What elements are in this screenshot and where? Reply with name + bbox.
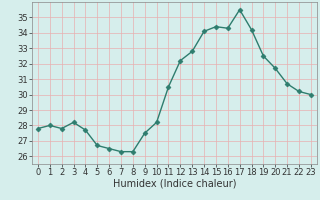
X-axis label: Humidex (Indice chaleur): Humidex (Indice chaleur) — [113, 179, 236, 189]
